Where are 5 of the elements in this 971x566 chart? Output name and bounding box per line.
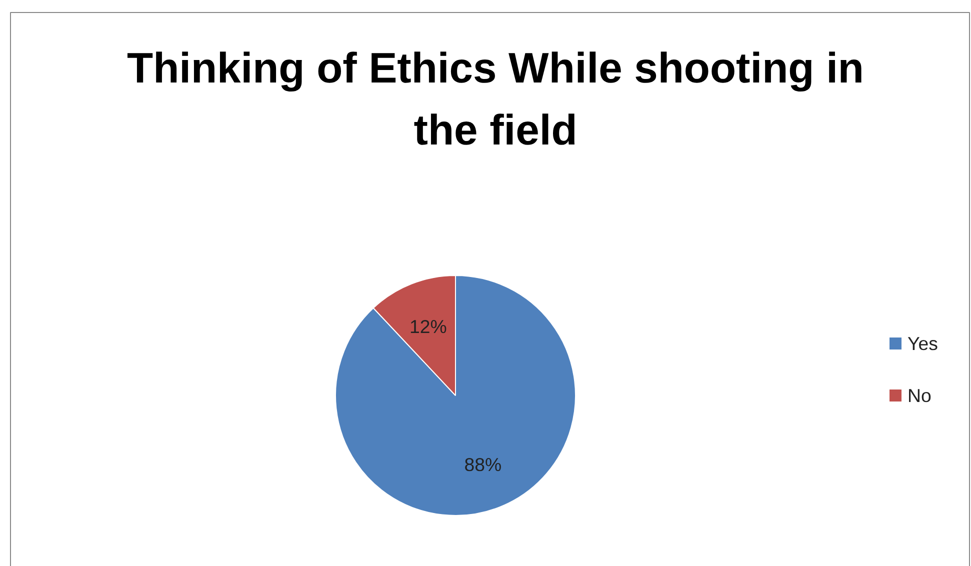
data-label: 12% — [409, 316, 447, 337]
data-label: 88% — [464, 454, 502, 476]
legend-label: No — [908, 385, 932, 406]
legend-label: Yes — [908, 333, 938, 354]
chart-title: Thinking of Ethics While shooting in the field — [127, 44, 864, 154]
